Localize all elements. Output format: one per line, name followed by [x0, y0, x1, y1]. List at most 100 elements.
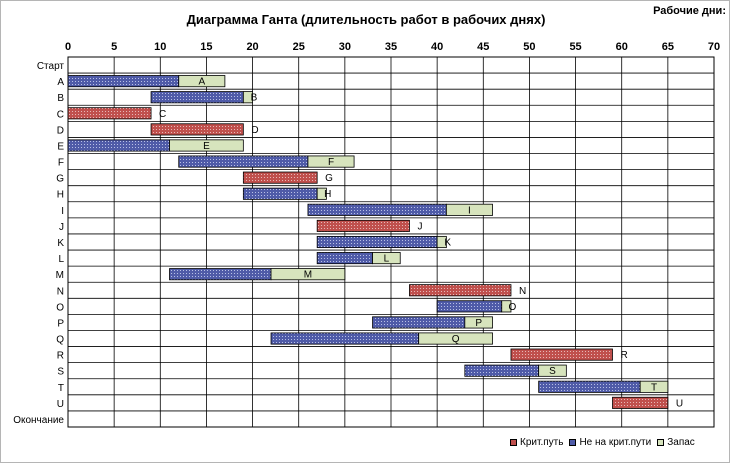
bar-D-Крит.путь	[150, 123, 244, 136]
category-label: H	[57, 190, 64, 201]
legend-item: Не на крит.пути	[569, 437, 651, 448]
x-tick-label: 35	[385, 41, 397, 53]
bar-O-Не на крит.пути	[436, 300, 503, 313]
data-label: C	[159, 109, 166, 120]
legend-swatch	[657, 439, 665, 446]
x-tick-label: 15	[200, 41, 212, 53]
category-label: L	[58, 254, 64, 265]
category-label: M	[56, 270, 64, 281]
x-tick-label: 25	[293, 41, 305, 53]
bar-B-Не на крит.пути	[150, 91, 244, 104]
data-label: R	[620, 350, 627, 361]
x-tick-label: 30	[339, 41, 351, 53]
data-label: L	[384, 254, 390, 265]
category-label: Окончание	[13, 415, 64, 426]
category-label: P	[57, 318, 64, 329]
category-label: D	[57, 125, 64, 136]
bar-M-Не на крит.пути	[169, 268, 272, 281]
bar-N-Крит.путь	[409, 284, 512, 297]
category-label: E	[57, 141, 64, 152]
category-label: O	[56, 302, 64, 313]
bar-R-Крит.путь	[510, 348, 613, 361]
x-tick-label: 10	[154, 41, 166, 53]
bar-P-Запас	[464, 316, 493, 329]
category-label: T	[58, 383, 64, 394]
category-label: Старт	[37, 61, 65, 72]
bar-H-Не на крит.пути	[242, 187, 318, 200]
legend-swatch	[569, 439, 577, 446]
category-label: N	[57, 286, 64, 297]
data-label: E	[203, 141, 210, 152]
data-label: Q	[452, 334, 460, 345]
bar-E-Запас	[169, 139, 244, 152]
category-label: A	[57, 77, 64, 88]
category-label: R	[57, 351, 64, 362]
bar-S-Не на крит.пути	[464, 364, 540, 377]
x-tick-label: 60	[616, 41, 628, 53]
bar-P-Не на крит.пути	[372, 316, 466, 329]
category-label: S	[57, 367, 64, 378]
bar-I-Не на крит.пути	[307, 203, 447, 216]
bar-Q-Запас	[418, 332, 493, 345]
x-tick-label: 5	[111, 41, 117, 53]
bar-G-Крит.путь	[242, 171, 318, 184]
x-tick-label: 0	[65, 41, 71, 53]
data-label: M	[304, 270, 312, 281]
bar-A-Не на крит.пути	[67, 75, 180, 88]
bar-O-Запас	[501, 300, 512, 313]
data-label: S	[549, 366, 556, 377]
x-tick-label: 45	[477, 41, 489, 53]
data-label: P	[475, 318, 482, 329]
data-label: A	[198, 77, 205, 88]
bar-A-Запас	[178, 75, 226, 88]
bar-B-Запас	[242, 91, 253, 104]
x-tick-label: 40	[431, 41, 443, 53]
legend-item: Запас	[657, 437, 695, 448]
data-label: G	[325, 173, 333, 184]
chart-legend: Крит.путь Не на крит.пути Запас	[510, 437, 701, 448]
bar-I-Запас	[445, 203, 493, 216]
data-label: I	[468, 205, 471, 216]
data-label: U	[676, 398, 683, 409]
legend-swatch	[510, 439, 517, 446]
data-label: O	[508, 302, 516, 313]
category-label: C	[57, 109, 64, 120]
category-label: J	[59, 222, 64, 233]
x-tick-label: 50	[523, 41, 535, 53]
legend-label: Крит.путь	[520, 437, 564, 448]
bar-Q-Не на крит.пути	[270, 332, 420, 345]
data-label: K	[444, 238, 451, 249]
chart-title: Диаграмма Ганта (длительность работ в ра…	[186, 12, 546, 27]
bar-C-Крит.путь	[67, 107, 152, 120]
data-label: J	[417, 221, 422, 232]
category-label: B	[57, 93, 64, 104]
x-tick-label: 70	[708, 41, 720, 53]
bar-J-Крит.путь	[316, 219, 410, 232]
data-label: N	[519, 286, 526, 297]
category-label: Q	[56, 335, 64, 346]
bar-L-Не на крит.пути	[316, 252, 373, 265]
bar-K-Запас	[436, 235, 447, 249]
category-label: I	[61, 206, 64, 217]
data-label: B	[251, 93, 258, 104]
data-label: F	[328, 157, 334, 168]
x-tick-label: 65	[662, 41, 674, 53]
data-label: H	[324, 189, 331, 200]
x-tick-label: 55	[569, 41, 581, 53]
bar-S-Запас	[538, 364, 567, 377]
bar-F-Запас	[307, 155, 355, 168]
bar-H-Запас	[316, 187, 327, 200]
bar-T-Запас	[639, 380, 669, 393]
bar-E-Не на крит.пути	[67, 139, 170, 152]
category-label: U	[57, 399, 64, 410]
legend-label: Запас	[667, 437, 695, 448]
category-label: F	[58, 158, 64, 169]
legend-label: Не на крит.пути	[579, 437, 652, 448]
x-tick-label: 20	[246, 41, 258, 53]
bar-L-Запас	[372, 252, 401, 265]
bar-K-Не на крит.пути	[316, 235, 438, 249]
category-label: G	[56, 174, 64, 185]
bar-M-Запас	[270, 268, 346, 281]
bar-T-Не на крит.пути	[538, 380, 641, 393]
